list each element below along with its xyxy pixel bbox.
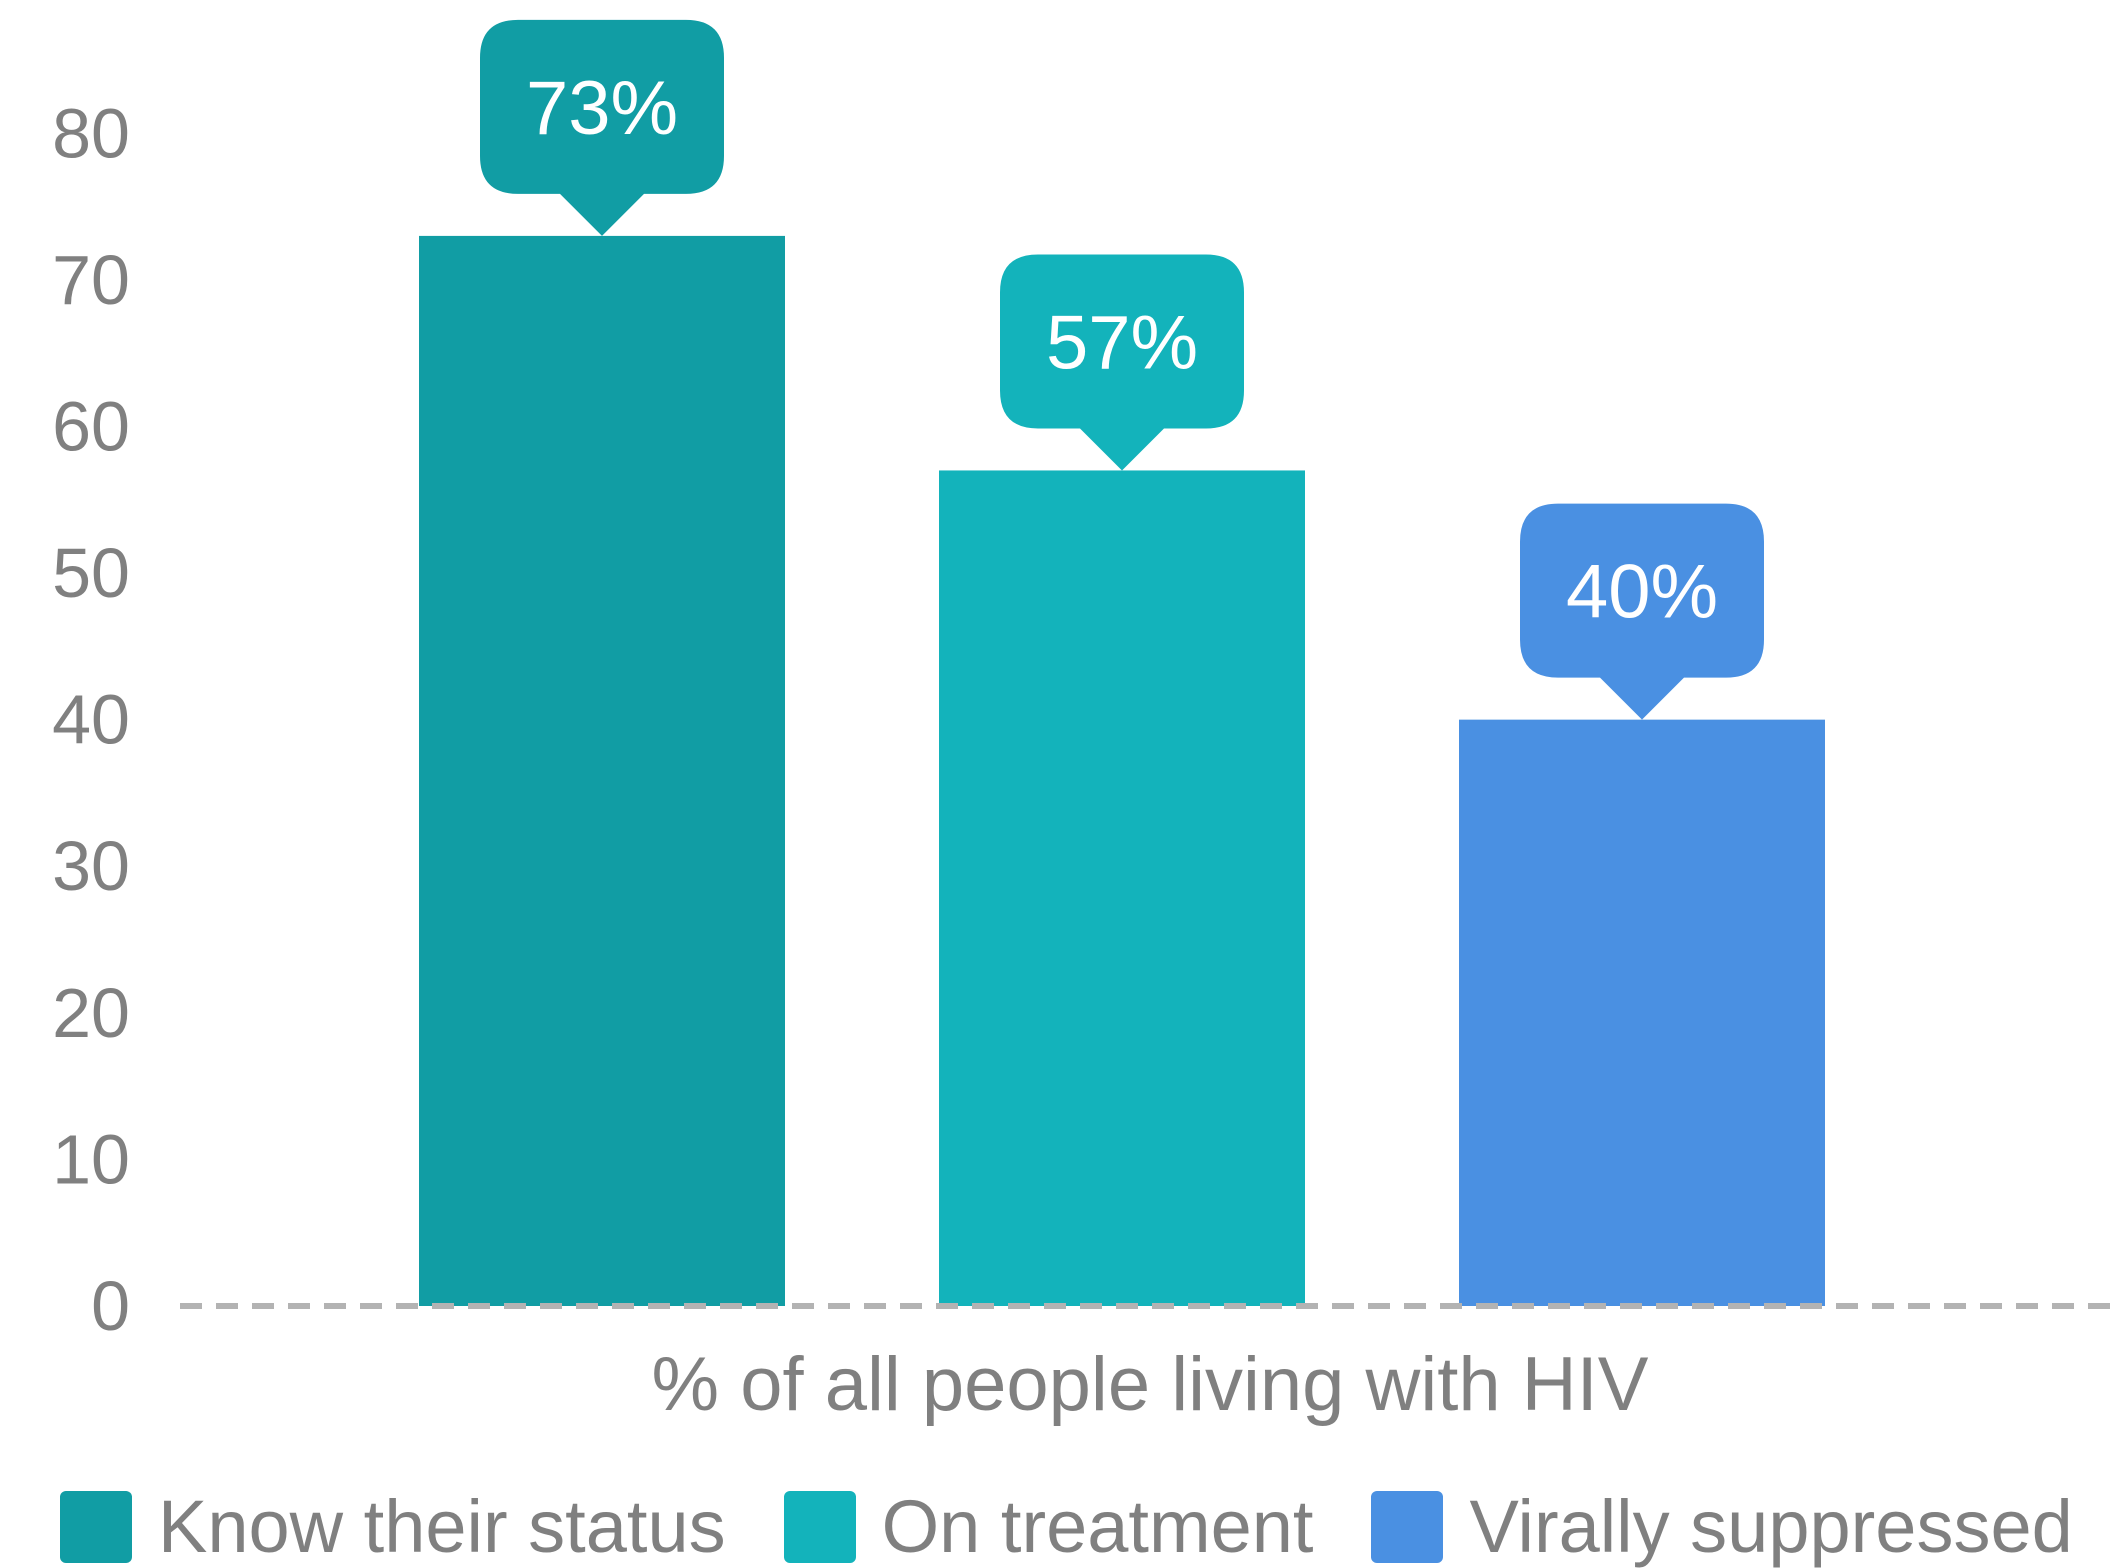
data-label-on-treatment: 57%	[1046, 300, 1198, 385]
bar-on-treatment	[939, 470, 1305, 1307]
legend-item-on-treatment: On treatment	[783, 1485, 1314, 1568]
legend-swatch-on-treatment	[783, 1491, 856, 1563]
data-label-callouts: 73% 57% 40%	[480, 19, 1764, 720]
bar-virally-suppressed	[1459, 719, 1825, 1306]
legend-label-know-their-status: Know their status	[158, 1485, 726, 1568]
legend-label-virally-suppressed: Virally suppressed	[1469, 1485, 2073, 1568]
data-label-virally-suppressed: 40%	[1566, 550, 1718, 635]
legend-label-on-treatment: On treatment	[881, 1485, 1314, 1568]
callout-virally-suppressed	[1520, 503, 1764, 720]
y-tick-label: 20	[52, 974, 130, 1052]
legend-item-virally-suppressed: Virally suppressed	[1371, 1485, 2073, 1568]
legend-item-know-their-status: Know their status	[60, 1490, 726, 1564]
y-tick-label: 10	[52, 1120, 130, 1198]
bars-group	[419, 235, 1825, 1307]
legend: Know their status On treatment Virally s…	[60, 1490, 2073, 1564]
legend-swatch-virally-suppressed	[1371, 1491, 1444, 1563]
bar-know-their-status	[419, 235, 785, 1306]
y-tick-label: 50	[52, 534, 130, 612]
legend-swatch-know-their-status	[60, 1491, 132, 1563]
y-tick-label: 70	[52, 241, 130, 319]
y-axis-ticks: 0 10 20 30 40 50 60 70 80	[52, 94, 130, 1345]
y-tick-label: 0	[91, 1267, 130, 1345]
y-tick-label: 30	[52, 827, 130, 905]
data-label-know-their-status: 73%	[526, 66, 678, 151]
y-tick-label: 40	[52, 681, 130, 759]
callout-know-their-status	[480, 19, 724, 236]
callout-on-treatment	[1000, 254, 1244, 471]
x-axis-label: % of all people living with HIV	[652, 1342, 1649, 1427]
y-tick-label: 80	[52, 94, 130, 172]
y-tick-label: 60	[52, 387, 130, 465]
